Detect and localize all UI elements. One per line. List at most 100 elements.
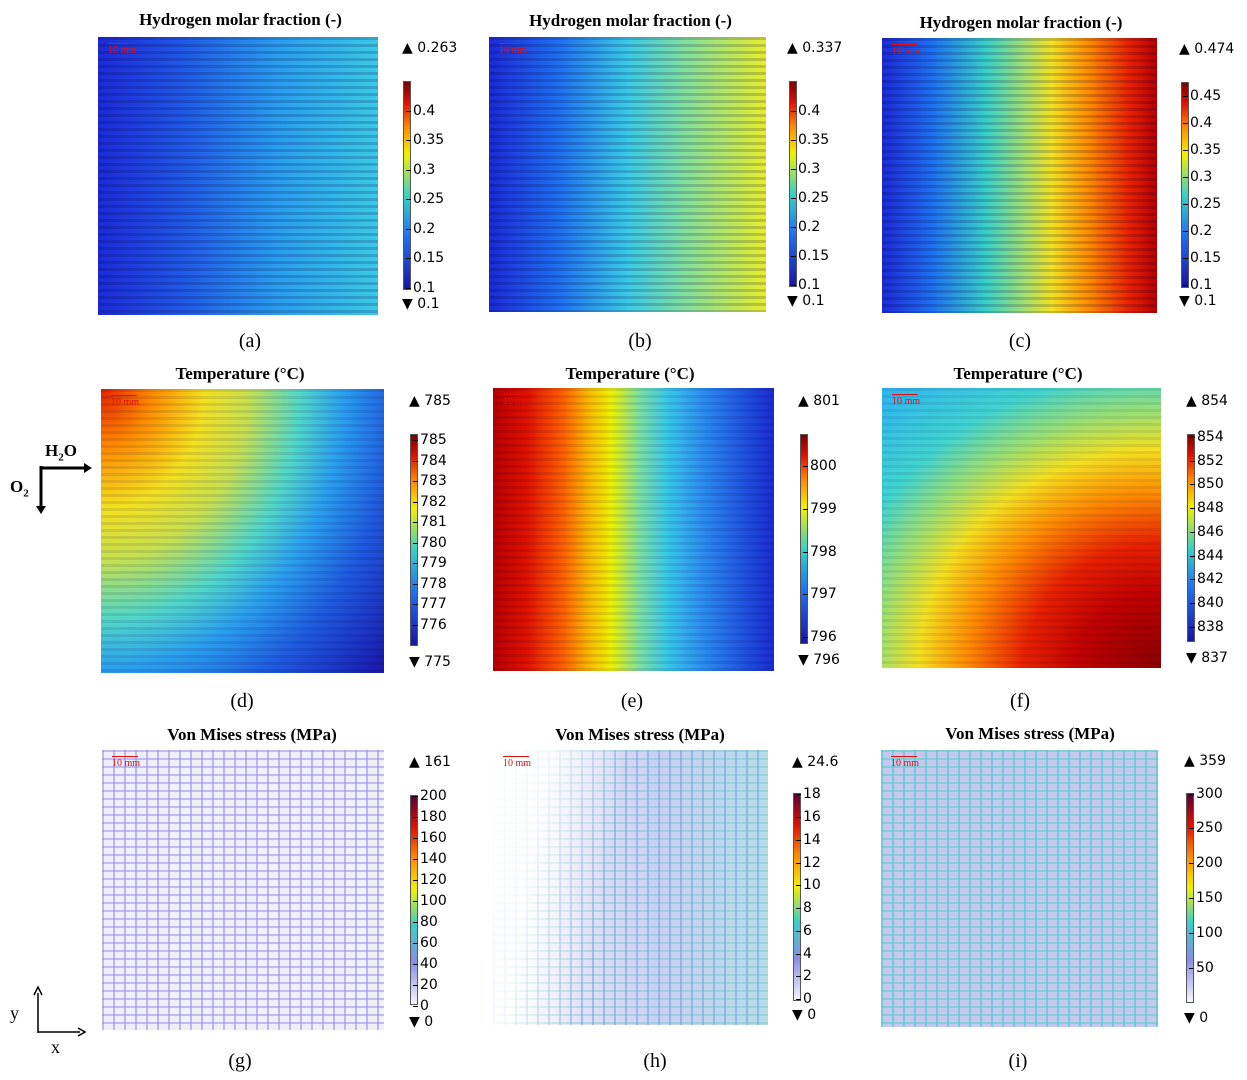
label-e: (e) — [620, 690, 644, 712]
tick-c-7: 0.1 — [1182, 277, 1213, 293]
tick-d-1: 784 — [413, 453, 447, 469]
tick-h-1: 16 — [796, 809, 821, 825]
title-a: Hydrogen molar fraction (-) — [139, 10, 342, 29]
scale-label: 10 mm — [112, 758, 141, 769]
tick-b-3: 0.25 — [790, 190, 830, 206]
tick-i-5: 50 — [1189, 960, 1214, 976]
tick-d-0: 785 — [413, 432, 447, 448]
scale-bar — [503, 756, 529, 757]
tick-g-0: 200 — [413, 788, 447, 804]
scale-label: 10 mm — [503, 758, 532, 769]
label-b: (b) — [628, 330, 652, 352]
tick-g-7: 60 — [413, 935, 438, 951]
scale-bar — [891, 756, 917, 757]
max-h: ▲ 24.6 — [792, 754, 839, 770]
max-c: ▲ 0.474 — [1179, 41, 1235, 57]
tick-i-3: 150 — [1189, 890, 1223, 906]
max-g: ▲ 161 — [409, 754, 451, 770]
label-h: (h) — [643, 1050, 667, 1072]
flow-direction-icon — [36, 463, 92, 514]
plot-g: 10 mm — [102, 750, 384, 1030]
scale-label: 10 mm — [111, 397, 140, 408]
tick-b-6: 0.1 — [790, 277, 821, 293]
tick-a-6: 0.1 — [405, 280, 436, 296]
min-i: ▼ 0 — [1184, 1010, 1209, 1026]
title-e: Temperature (°C) — [565, 364, 695, 383]
label-a: (a) — [238, 330, 262, 352]
tick-c-3: 0.3 — [1182, 169, 1213, 185]
colorbar-d — [410, 434, 418, 646]
min-g: ▼ 0 — [409, 1014, 434, 1030]
min-b: ▼ 0.1 — [787, 293, 825, 309]
colorbar-b — [789, 81, 797, 287]
tick-c-2: 0.35 — [1182, 142, 1222, 158]
tick-f-7: 840 — [1190, 595, 1224, 611]
tick-g-4: 120 — [413, 872, 447, 888]
tick-f-2: 850 — [1190, 476, 1224, 492]
tick-a-0: 0.4 — [405, 103, 436, 119]
tick-e-3: 797 — [803, 586, 837, 602]
min-d: ▼ 775 — [409, 654, 451, 670]
tick-b-4: 0.2 — [790, 219, 821, 235]
tick-g-2: 160 — [413, 830, 447, 846]
tick-g-5: 100 — [413, 893, 447, 909]
tick-f-3: 848 — [1190, 500, 1224, 516]
scale-bar — [111, 395, 137, 396]
label-g: (g) — [228, 1050, 252, 1072]
tick-a-4: 0.2 — [405, 221, 436, 237]
max-e: ▲ 801 — [798, 393, 840, 409]
tick-b-1: 0.35 — [790, 132, 830, 148]
scale-label: 10 mm — [108, 45, 137, 56]
tick-c-5: 0.2 — [1182, 223, 1213, 239]
tick-d-3: 782 — [413, 494, 447, 510]
scale-bar — [892, 44, 918, 45]
tick-d-7: 778 — [413, 576, 447, 592]
tick-a-5: 0.15 — [405, 250, 445, 266]
axis-triad-icon — [33, 985, 87, 1037]
tick-e-1: 799 — [803, 501, 837, 517]
tick-h-2: 14 — [796, 832, 821, 848]
plot-d: 10 mm — [101, 389, 384, 673]
plot-e: 10 mm — [493, 388, 774, 671]
min-e: ▼ 796 — [798, 652, 840, 668]
o2-label: O2 — [10, 477, 29, 500]
tick-h-8: 2 — [796, 968, 812, 984]
tick-a-3: 0.25 — [405, 191, 445, 207]
tick-i-0: 300 — [1189, 786, 1223, 802]
tick-f-1: 852 — [1190, 453, 1224, 469]
scale-bar — [503, 394, 529, 395]
tick-f-5: 844 — [1190, 548, 1224, 564]
tick-h-0: 18 — [796, 786, 821, 802]
tick-b-0: 0.4 — [790, 103, 821, 119]
tick-i-1: 250 — [1189, 820, 1223, 836]
y-axis-label: y — [10, 1003, 19, 1023]
max-i: ▲ 359 — [1184, 753, 1226, 769]
tick-e-2: 798 — [803, 544, 837, 560]
min-a: ▼ 0.1 — [402, 296, 440, 312]
tick-g-6: 80 — [413, 914, 438, 930]
scale-label: 10 mm — [892, 396, 921, 407]
tick-d-2: 783 — [413, 473, 447, 489]
tick-b-2: 0.3 — [790, 161, 821, 177]
plot-a: 10 mm — [98, 37, 378, 315]
tick-h-5: 8 — [796, 900, 812, 916]
colorbar-c — [1181, 82, 1189, 288]
tick-f-0: 854 — [1190, 429, 1224, 445]
scale-label: 10 mm — [503, 396, 532, 407]
tick-g-3: 140 — [413, 851, 447, 867]
tick-h-4: 10 — [796, 877, 821, 893]
tick-d-4: 781 — [413, 514, 447, 530]
title-i: Von Mises stress (MPa) — [945, 724, 1115, 743]
label-c: (c) — [1008, 330, 1032, 352]
min-c: ▼ 0.1 — [1179, 293, 1217, 309]
plot-i: 10 mm — [881, 750, 1158, 1027]
tick-f-4: 846 — [1190, 524, 1224, 540]
title-g: Von Mises stress (MPa) — [167, 725, 337, 744]
tick-i-4: 100 — [1189, 925, 1223, 941]
tick-a-2: 0.3 — [405, 162, 436, 178]
tick-c-1: 0.4 — [1182, 115, 1213, 131]
x-axis-label: x — [51, 1037, 60, 1057]
scale-bar — [112, 756, 138, 757]
tick-d-9: 776 — [413, 617, 447, 633]
tick-h-9: 0 — [796, 991, 812, 1007]
